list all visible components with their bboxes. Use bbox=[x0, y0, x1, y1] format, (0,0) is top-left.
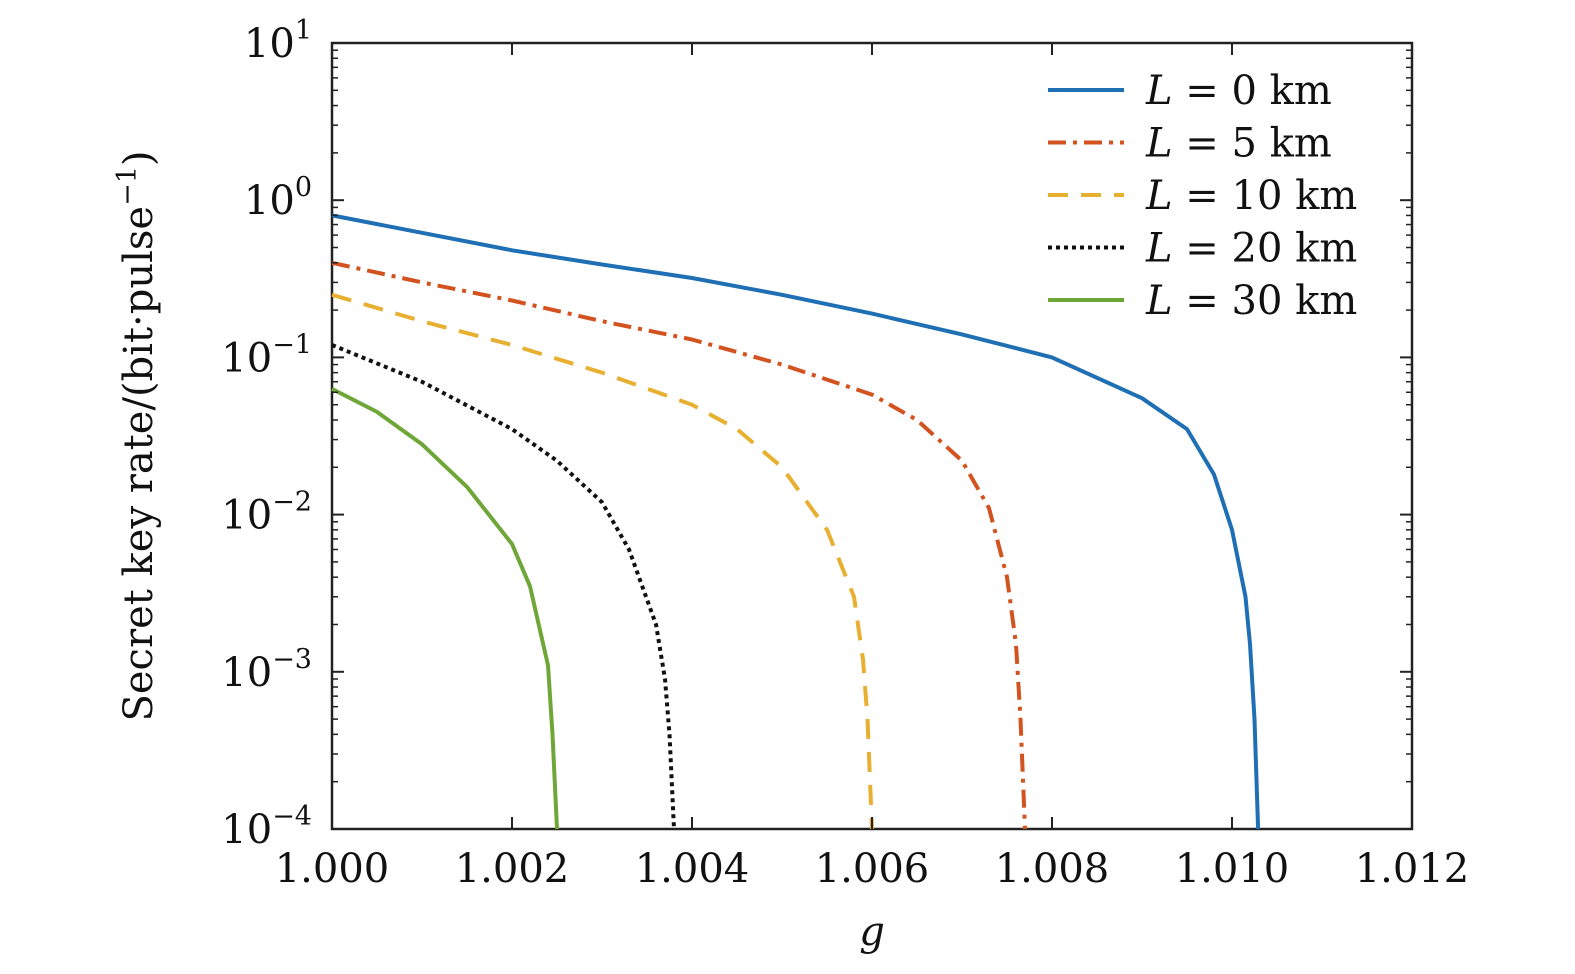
y-axis-title-close: ) bbox=[116, 150, 162, 166]
x-tick-label: 1.006 bbox=[815, 846, 930, 892]
x-tick-label: 1.004 bbox=[635, 846, 750, 892]
y-axis-title: Secret key rate/(bit·pulse−1) bbox=[112, 150, 162, 721]
legend-label-var: L bbox=[1145, 173, 1173, 219]
y-tick-exponent: −4 bbox=[272, 801, 312, 832]
plot-area bbox=[330, 41, 1414, 831]
x-tick-label: 1.000 bbox=[275, 846, 390, 892]
legend-label: L = 0 km bbox=[1145, 68, 1332, 114]
y-tick-label: 100 bbox=[244, 172, 312, 224]
series-line-3 bbox=[331, 292, 874, 830]
y-tick-label: 10−3 bbox=[221, 644, 312, 696]
x-tick-label: 1.010 bbox=[1175, 846, 1290, 892]
y-tick-base: 10 bbox=[221, 493, 272, 539]
y-tick-exponent: −1 bbox=[272, 329, 312, 360]
series-line-1 bbox=[331, 213, 1261, 830]
y-tick-base: 10 bbox=[221, 807, 272, 853]
y-tick-base: 10 bbox=[221, 650, 272, 696]
legend-label-var: L bbox=[1145, 68, 1173, 114]
legend-label-rest: = 20 km bbox=[1173, 226, 1358, 272]
x-tick-label: 1.002 bbox=[455, 846, 570, 892]
legend-label: L = 5 km bbox=[1145, 121, 1332, 167]
x-axis-title: g bbox=[859, 909, 885, 955]
series-line-5 bbox=[331, 387, 559, 830]
legend-label-rest: = 10 km bbox=[1173, 173, 1358, 219]
legend-label-var: L bbox=[1145, 121, 1173, 167]
x-tick-label: 1.012 bbox=[1355, 846, 1470, 892]
y-tick-label: 10−1 bbox=[221, 329, 312, 381]
legend-label: L = 10 km bbox=[1145, 173, 1357, 219]
y-axis-title-main: Secret key rate/(bit·pulse bbox=[116, 206, 162, 722]
y-tick-exponent: 1 bbox=[295, 15, 312, 46]
y-tick-label: 10−2 bbox=[221, 487, 312, 539]
legend-label-var: L bbox=[1145, 226, 1173, 272]
ticks-layer bbox=[331, 42, 1413, 830]
legend-label: L = 30 km bbox=[1145, 278, 1357, 324]
legend-label: L = 20 km bbox=[1145, 226, 1357, 272]
legend-label-rest: = 30 km bbox=[1173, 278, 1358, 324]
y-tick-label: 10−4 bbox=[221, 801, 312, 853]
y-tick-exponent: −2 bbox=[272, 487, 312, 518]
legend-label-rest: = 5 km bbox=[1173, 121, 1332, 167]
series-line-2 bbox=[331, 260, 1027, 830]
y-tick-exponent: 0 bbox=[295, 172, 312, 203]
legend-label-rest: = 0 km bbox=[1173, 68, 1332, 114]
y-tick-label: 101 bbox=[244, 15, 312, 67]
y-tick-exponent: −3 bbox=[272, 644, 312, 675]
x-tick-label: 1.008 bbox=[995, 846, 1110, 892]
series-layer bbox=[331, 213, 1261, 830]
y-axis-title-exp: −1 bbox=[112, 166, 143, 206]
y-tick-base: 10 bbox=[244, 21, 295, 67]
x-tick-labels: 1.000 1.002 1.004 1.006 1.008 1.010 1.012 bbox=[275, 846, 1470, 892]
y-tick-base: 10 bbox=[221, 335, 272, 381]
y-tick-base: 10 bbox=[244, 178, 295, 224]
legend: L = 0 kmL = 5 kmL = 10 kmL = 20 kmL = 30… bbox=[1048, 68, 1357, 324]
legend-label-var: L bbox=[1145, 278, 1173, 324]
